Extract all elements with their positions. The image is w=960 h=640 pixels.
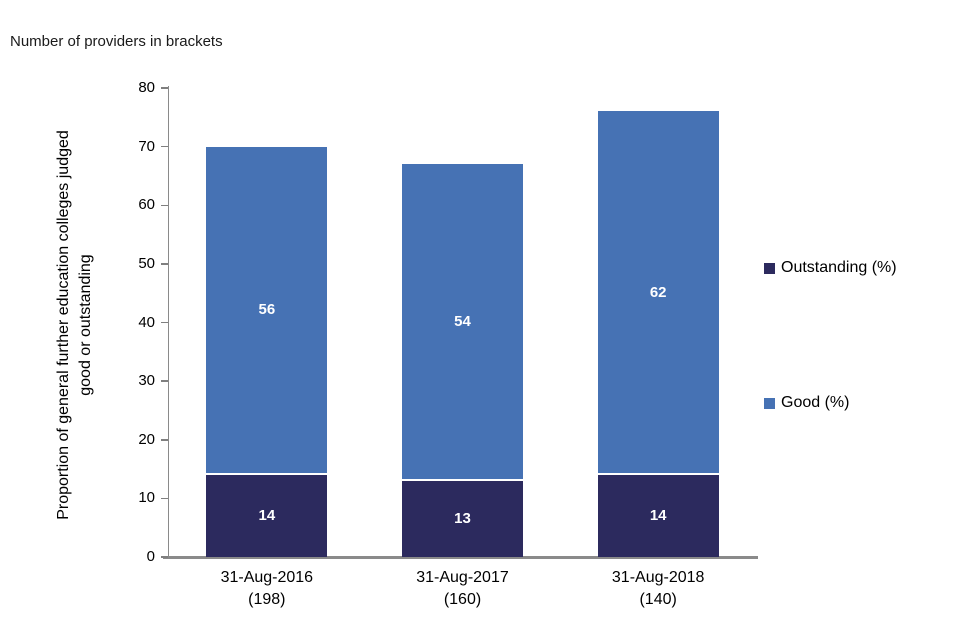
y-tick-mark bbox=[161, 380, 168, 382]
legend-label: Outstanding (%) bbox=[781, 259, 897, 276]
y-tick-label: 20 bbox=[138, 430, 155, 448]
good-value-label: 56 bbox=[258, 301, 276, 319]
category-providers-count: (198) bbox=[248, 591, 286, 608]
good-value-label: 54 bbox=[454, 312, 471, 330]
category-label: 31-Aug-2016 bbox=[220, 569, 314, 586]
category-providers-count: (140) bbox=[639, 591, 677, 608]
bar-31-Aug-2017: 54 13 bbox=[402, 164, 523, 557]
segment-good: 62 bbox=[597, 111, 719, 475]
y-tick-mark bbox=[161, 321, 168, 324]
y-tick-label: 10 bbox=[138, 489, 155, 507]
bar-31-Aug-2018: 62 14 bbox=[597, 111, 719, 557]
y-tick-mark bbox=[161, 497, 168, 500]
legend-item-good: Good (%) bbox=[764, 394, 849, 412]
outstanding-value-label: 13 bbox=[454, 510, 471, 528]
y-tick-mark bbox=[161, 439, 168, 441]
category-label: 31-Aug-2018 bbox=[611, 569, 705, 586]
outstanding-value-label: 14 bbox=[649, 507, 667, 525]
segment-outstanding: 13 bbox=[402, 480, 523, 557]
legend-label: Good (%) bbox=[781, 394, 850, 411]
y-tick-label: 0 bbox=[146, 548, 155, 565]
chart-note: Number of providers in brackets bbox=[10, 33, 223, 50]
outstanding-value-label: 14 bbox=[258, 507, 276, 525]
y-tick-mark bbox=[161, 145, 168, 148]
y-tick-label: 30 bbox=[138, 372, 155, 390]
x-axis-label: 31-Aug-2016 (198) bbox=[192, 567, 342, 611]
y-tick-mark bbox=[161, 87, 168, 89]
good-value-label: 62 bbox=[649, 283, 667, 301]
segment-good: 54 bbox=[402, 164, 523, 481]
x-axis-label: 31-Aug-2017 (160) bbox=[388, 567, 538, 611]
segment-outstanding: 14 bbox=[206, 474, 328, 557]
y-tick-label: 70 bbox=[138, 137, 155, 155]
y-tick-label: 40 bbox=[138, 313, 155, 331]
y-tick-label: 80 bbox=[138, 79, 155, 96]
bar-31-Aug-2016: 56 14 bbox=[206, 146, 328, 557]
segment-outstanding: 14 bbox=[597, 474, 719, 557]
y-tick-mark bbox=[161, 263, 168, 265]
y-axis-line bbox=[167, 86, 169, 559]
segment-good: 56 bbox=[206, 146, 328, 475]
y-tick-label: 60 bbox=[138, 196, 155, 214]
x-axis-label: 31-Aug-2018 (140) bbox=[583, 567, 733, 611]
legend-swatch-icon bbox=[764, 397, 775, 409]
y-tick-mark bbox=[161, 204, 168, 206]
category-label: 31-Aug-2017 bbox=[416, 569, 509, 586]
legend-swatch-icon bbox=[764, 262, 775, 274]
y-tick-mark bbox=[161, 556, 168, 558]
y-tick-label: 50 bbox=[138, 254, 155, 272]
category-providers-count: (160) bbox=[443, 591, 482, 608]
x-axis-line bbox=[163, 556, 758, 559]
legend-item-outstanding: Outstanding (%) bbox=[764, 259, 897, 277]
